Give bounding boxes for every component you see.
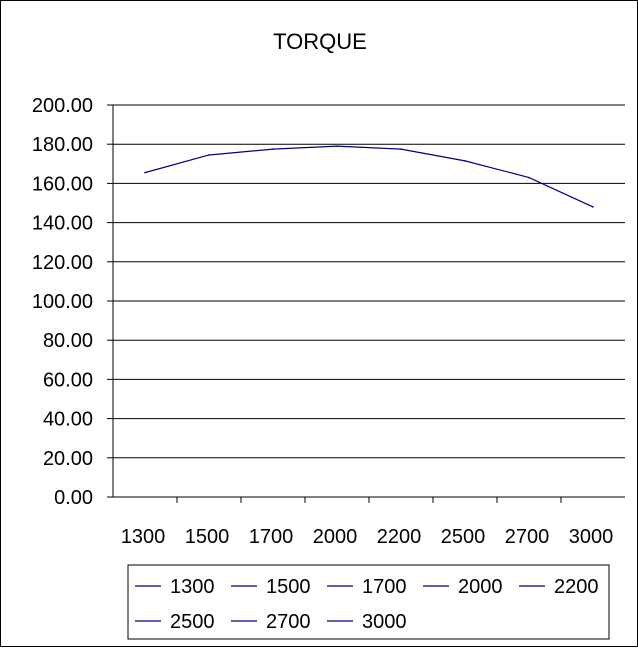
y-tick-label: 160.00	[32, 173, 93, 195]
legend-entry: 2500	[135, 611, 215, 633]
legend-entry: 2000	[423, 576, 503, 598]
y-tick-label: 60.00	[43, 369, 93, 391]
y-tick-label: 80.00	[43, 330, 93, 352]
x-tick-label: 1500	[185, 526, 230, 548]
x-tick-label: 1700	[249, 526, 294, 548]
legend-entry: 3000	[327, 611, 407, 633]
y-tick-label: 180.00	[32, 134, 93, 156]
y-tick-label: 20.00	[43, 448, 93, 470]
y-tick-label: 40.00	[43, 409, 93, 431]
y-tick-label: 0.00	[54, 487, 93, 509]
gridlines	[113, 104, 625, 459]
y-axis: 0.00 20.00 40.00 60.00 80.00 100.00 120.00 140.…	[32, 95, 114, 509]
legend: 1300 1500 1700 2000 2200 2500 2700 3000	[127, 564, 610, 640]
legend-label: 2500	[170, 611, 215, 633]
y-tick-label: 140.00	[32, 213, 93, 235]
data-point	[208, 154, 210, 156]
x-tick-label: 2700	[505, 526, 550, 548]
legend-entry: 1500	[231, 576, 311, 598]
data-point	[336, 145, 338, 147]
legend-entry: 1700	[327, 576, 407, 598]
legend-label: 2200	[554, 576, 599, 598]
x-tick-label: 3000	[569, 526, 614, 548]
legend-label: 2000	[458, 576, 503, 598]
legend-entry: 1300	[135, 576, 215, 598]
legend-label: 1700	[362, 576, 407, 598]
legend-label: 1300	[170, 576, 215, 598]
legend-entry: 2200	[519, 576, 599, 598]
x-axis: 1300 1500 1700 2000 2200 2500 2700 3000	[113, 496, 625, 548]
data-point	[144, 171, 146, 174]
legend-box	[127, 564, 610, 640]
series-group	[144, 145, 594, 208]
legend-label: 3000	[362, 611, 407, 633]
y-tick-label: 100.00	[32, 291, 93, 313]
data-point	[400, 148, 402, 150]
x-tick-label: 1300	[121, 526, 166, 548]
y-tick-label: 200.00	[32, 95, 93, 117]
data-point	[528, 176, 530, 179]
legend-label: 1500	[266, 576, 311, 598]
x-tick-label: 2200	[377, 526, 422, 548]
chart-title: TORQUE	[273, 29, 367, 54]
y-tick-label: 120.00	[32, 252, 93, 274]
torque-series-line	[144, 145, 594, 208]
x-tick-label: 2500	[441, 526, 486, 548]
data-point	[272, 148, 274, 150]
data-point	[592, 206, 594, 208]
legend-label: 2700	[266, 611, 311, 633]
legend-entry: 2700	[231, 611, 311, 633]
data-point	[464, 160, 466, 162]
x-tick-label: 2000	[313, 526, 358, 548]
